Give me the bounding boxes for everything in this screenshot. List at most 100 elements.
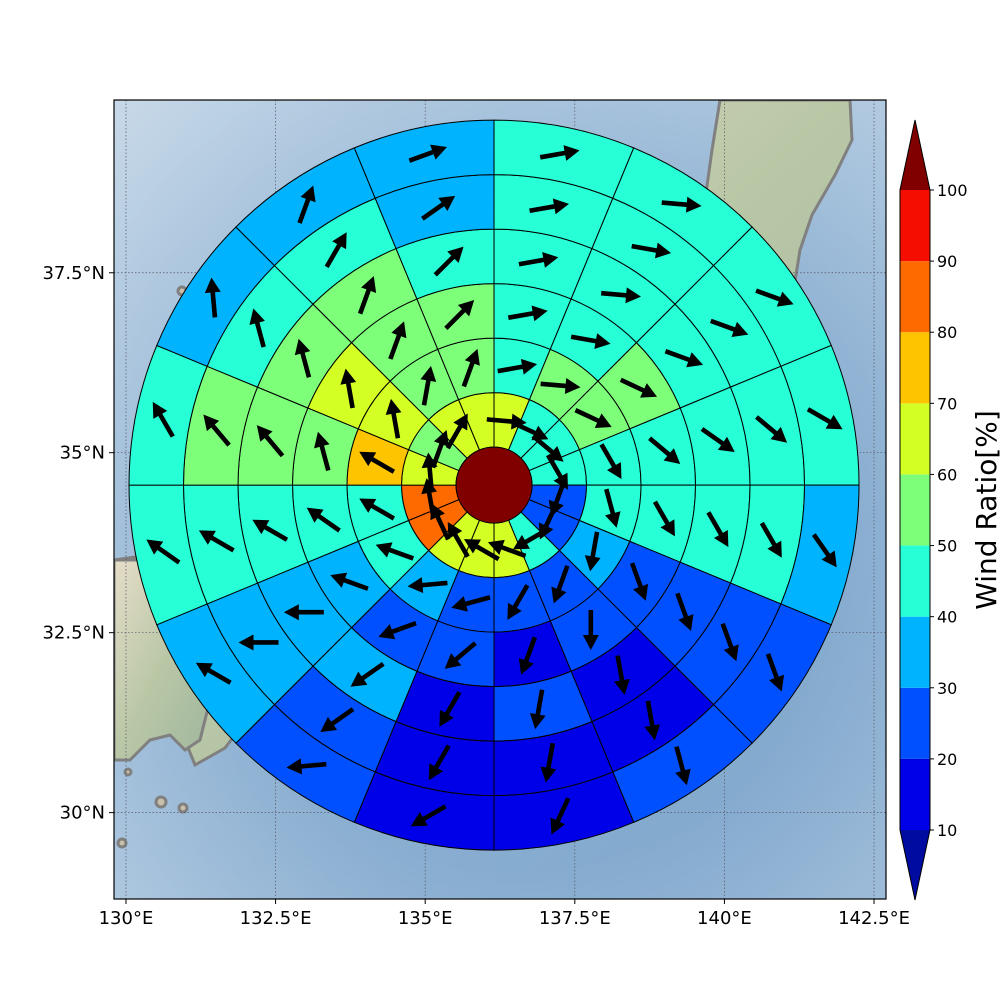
x-tick-label: 130°E (99, 908, 154, 929)
colorbar-bin (900, 545, 930, 617)
wind-arrow (430, 503, 451, 541)
wind-arrow (256, 425, 285, 458)
wind-arrow (811, 533, 837, 568)
wind-arrow (720, 622, 739, 662)
colorbar: 10 20 30 40 50 60 70 80 90 100 Wind Ratio[%] (899, 119, 1000, 901)
wind-arrow (421, 195, 456, 221)
wind-arrow (359, 451, 396, 474)
colorbar-title: Wind Ratio[%] (970, 410, 1000, 610)
x-tick-label: 142.5°E (838, 908, 910, 929)
map-border (113, 99, 887, 900)
colorbar-bin (900, 261, 930, 333)
y-tick-label: 37.5°N (42, 263, 105, 284)
wind-arrow (445, 413, 468, 450)
wind-arrow (584, 531, 601, 572)
wind-arrow (661, 196, 702, 213)
wind-arrow (570, 333, 611, 349)
wind-arrow (507, 584, 530, 620)
wind-arrow (755, 288, 794, 307)
wind-arrow (357, 276, 377, 315)
x-tick-label: 132.5°E (240, 908, 312, 929)
wind-arrow (461, 348, 480, 388)
colorbar-bin (900, 616, 930, 688)
wind-arrow (600, 287, 642, 304)
wind-arrow (350, 661, 385, 687)
y-tick-label: 35°N (60, 443, 105, 464)
colorbar-min-extension (900, 830, 930, 900)
island (123, 767, 133, 777)
wind-arrow (433, 246, 464, 277)
wind-arrow (652, 500, 675, 537)
wind-arrow (518, 636, 538, 675)
x-tick-label: 137.5°E (539, 908, 611, 929)
wind-arrow (320, 707, 355, 733)
wind-arrow (238, 634, 279, 651)
wind-arrow (629, 562, 649, 601)
colorbar-swatches (899, 119, 931, 901)
center-disc (455, 446, 533, 524)
wind-arrow (709, 318, 749, 337)
y-tick-label: 30°N (60, 803, 105, 824)
wind-arrow (631, 242, 672, 259)
colorbar-tick-label: 40 (937, 608, 957, 627)
colorbar-tick-label: 100 (937, 181, 968, 200)
colorbar-bin (900, 687, 930, 759)
island (177, 802, 189, 814)
wind-arrow (463, 539, 500, 562)
wind-arrow (487, 539, 527, 559)
wind-arrow (529, 198, 569, 215)
wind-arrow (428, 744, 451, 781)
wind-arrow (444, 641, 477, 669)
wind-arrow (648, 436, 681, 464)
wind-arrow (614, 655, 630, 695)
wind-arrow (531, 434, 564, 462)
wind-arrow (324, 232, 347, 269)
wind-arrow (518, 252, 559, 268)
wind-arrow (444, 300, 475, 330)
wind-arrow (330, 572, 369, 591)
wind-arrow (283, 604, 324, 621)
wind-arrow (675, 592, 694, 631)
wind-arrow (507, 305, 548, 322)
wind-arrow (497, 358, 538, 375)
ratio-sector (353, 119, 495, 199)
wind-arrow (204, 277, 221, 318)
colorbar-max-extension (900, 120, 930, 190)
colorbar-tick-label: 50 (937, 537, 957, 556)
x-tick-label: 140°E (697, 908, 752, 929)
colorbar-bin (900, 332, 930, 404)
wind-arrow (582, 609, 599, 650)
wind-arrow (674, 746, 691, 786)
wind-arrow (439, 690, 462, 727)
colorbar-ticks: 10 20 30 40 50 60 70 80 90 100 (930, 181, 968, 840)
wind-arrow (599, 443, 622, 480)
colorbar-tick-label: 90 (937, 252, 957, 271)
wind-arrow (388, 321, 407, 360)
wind-arrow (375, 542, 415, 561)
wind-arrow (407, 577, 448, 594)
colorbar-tick-label: 80 (937, 323, 957, 342)
wind-arrow (146, 539, 181, 565)
wind-arrow (706, 511, 729, 548)
wind-arrow (306, 507, 341, 533)
wind-arrow (755, 415, 788, 443)
wind-arrows (146, 144, 843, 835)
wind-arrow (447, 522, 470, 558)
wind-arrow (765, 653, 785, 692)
island (154, 795, 168, 809)
wind-arrow (574, 408, 612, 428)
colorbar-bin (900, 403, 930, 475)
colorbar-tick-label: 10 (937, 821, 957, 840)
colorbar-tick-label: 30 (937, 679, 957, 698)
wind-arrow (512, 527, 549, 550)
wind-arrow (550, 797, 571, 835)
wind-arrow (511, 420, 549, 441)
wind-arrow (759, 521, 782, 558)
map-area (113, 99, 887, 900)
wind-arrow (540, 378, 581, 394)
wind-arrow (340, 368, 357, 409)
wind-arrow (195, 662, 232, 685)
colorbar-tick-label: 60 (937, 465, 957, 484)
y-tick-label: 32.5°N (42, 623, 105, 644)
wind-arrow (203, 414, 231, 447)
